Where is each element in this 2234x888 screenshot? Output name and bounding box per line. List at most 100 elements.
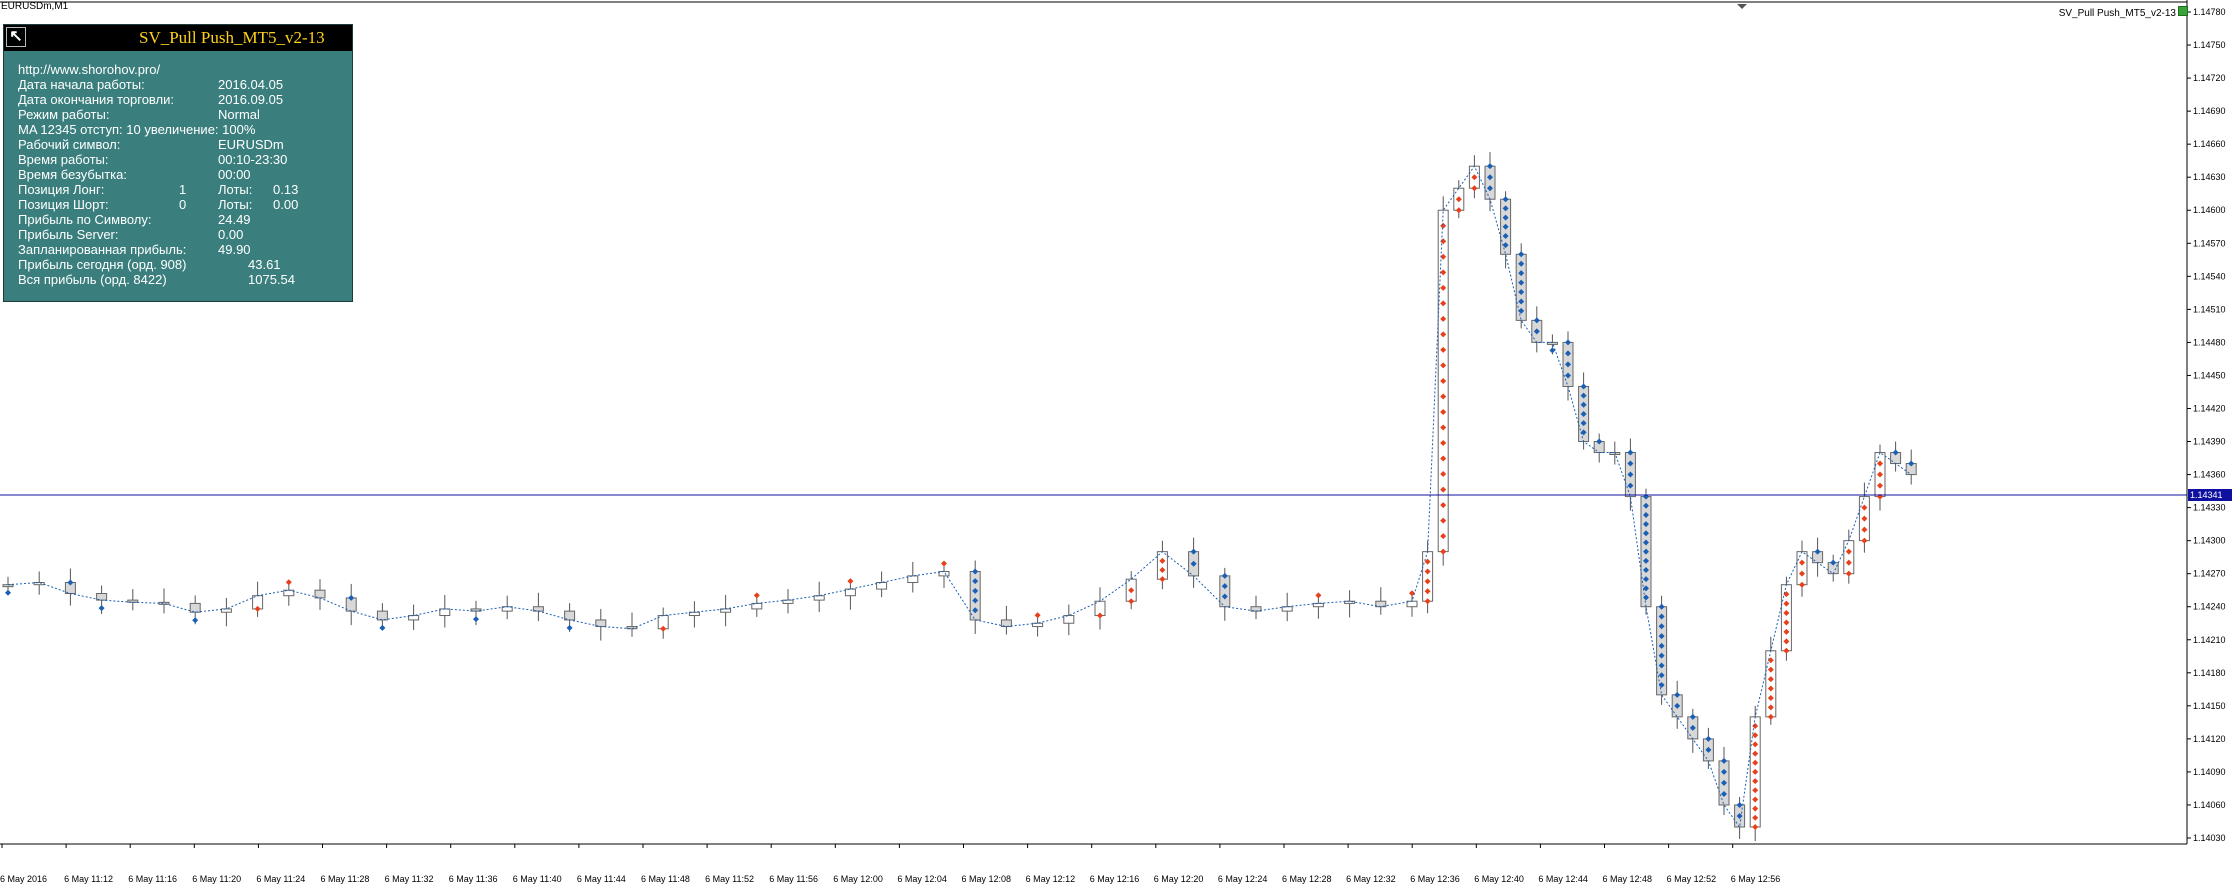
symbol-profit-value: 24.49 [218, 212, 251, 227]
candle-body [376, 610, 388, 621]
current-price-value: 1.14341 [2190, 490, 2223, 500]
candle-body [1281, 606, 1293, 612]
candle-body [1796, 551, 1808, 586]
buy-signal-marker [1752, 759, 1759, 766]
sell-signal-marker [1533, 317, 1540, 324]
indicator-status-icon[interactable] [2178, 6, 2188, 16]
sell-signal-marker [972, 597, 979, 604]
symbol-label: Рабочий символ: [18, 137, 121, 152]
short-lots-value: 0.00 [273, 197, 299, 212]
sell-signal-marker [1580, 420, 1587, 427]
buy-signal-marker [1455, 196, 1462, 203]
buy-signal-marker [1440, 502, 1447, 509]
sell-signal-marker [972, 587, 979, 594]
sell-signal-marker [1705, 746, 1712, 753]
buy-signal-marker [1767, 666, 1774, 673]
info-panel: ↖ SV_Pull Push_MT5_v2-13 http://www.shor… [3, 24, 353, 302]
buy-signal-marker [1159, 567, 1166, 574]
sell-signal-marker [1689, 724, 1696, 731]
long-position-count: 1 [179, 182, 187, 197]
sell-signal-marker [1580, 401, 1587, 408]
sell-signal-marker [1643, 502, 1649, 509]
collapse-arrow-icon[interactable]: ↖ [6, 27, 26, 47]
panel-title: SV_Pull Push_MT5_v2-13 [139, 28, 325, 47]
sell-signal-marker [566, 624, 573, 631]
candle-body [1032, 622, 1044, 628]
buy-signal-marker [1440, 222, 1447, 229]
buy-signal-marker [254, 605, 261, 612]
sell-signal-marker [1643, 585, 1649, 592]
buy-signal-marker [1861, 515, 1868, 522]
buy-signal-marker [1440, 455, 1447, 462]
sell-signal-marker [1580, 410, 1587, 417]
mode-label: Режим работы: [18, 107, 110, 122]
time-tick-label: 6 May 12:08 [962, 874, 1012, 884]
end-date-value: 2016.09.05 [218, 92, 284, 107]
time-tick-label: 6 May 2016 [0, 874, 47, 884]
buy-signal-marker [1440, 284, 1447, 291]
time-tick-label: 6 May 12:40 [1474, 874, 1524, 884]
symbol-value: EURUSDm [218, 137, 284, 152]
long-lots-value: 0.13 [273, 182, 299, 197]
time-tick-label: 6 May 11:12 [64, 874, 113, 884]
sell-signal-marker [1643, 539, 1649, 546]
sell-signal-marker [1908, 460, 1915, 467]
buy-signal-marker [1440, 440, 1447, 447]
price-tick-label: 1.14780 [2193, 7, 2226, 17]
time-tick-label: 6 May 12:48 [1603, 874, 1653, 884]
sell-signal-marker [1705, 735, 1712, 742]
candle-body [782, 599, 794, 604]
sell-signal-marker [1565, 372, 1571, 379]
candle-body [813, 595, 825, 601]
website-url[interactable]: http://www.shorohov.pro/ [18, 62, 161, 77]
buy-signal-marker [1767, 704, 1774, 711]
candle-body [626, 626, 638, 630]
sell-signal-marker [972, 578, 979, 585]
price-axis: 1.14780 1.14750 1.14720 1.14690 1.14660 1.146… [2187, 7, 2226, 843]
buy-signal-marker [1752, 814, 1759, 821]
candle-body [127, 599, 139, 603]
buy-signal-marker [1767, 713, 1774, 720]
candle-body [1484, 165, 1496, 200]
sell-signal-marker [1565, 361, 1571, 368]
sell-signal-marker [1658, 603, 1665, 610]
buy-signal-marker [1845, 559, 1852, 566]
time-tick-label: 6 May 12:04 [897, 874, 947, 884]
sell-signal-marker [1721, 779, 1727, 786]
buy-signal-marker [1440, 486, 1447, 493]
ma-line [7, 165, 1912, 829]
candle-body [1843, 540, 1855, 575]
time-tick-label: 6 May 11:32 [385, 874, 434, 884]
total-profit-label: Вся прибыль (орд. 8422) [18, 272, 167, 287]
buy-signal-marker [1424, 598, 1431, 605]
scroll-marker-icon[interactable] [1737, 4, 1747, 9]
sell-signal-marker [1721, 768, 1727, 775]
sell-signal-marker [1580, 392, 1587, 399]
sell-signal-marker [1643, 567, 1649, 574]
buy-signal-marker [1440, 253, 1447, 260]
sell-signal-marker [1830, 559, 1837, 566]
price-tick-label: 1.14510 [2193, 304, 2226, 314]
buy-signal-marker [1424, 588, 1431, 595]
sell-signal-marker [1502, 205, 1509, 212]
buy-signal-marker [1861, 526, 1868, 533]
buy-signal-marker [1440, 408, 1447, 415]
price-tick-label: 1.14270 [2193, 569, 2226, 579]
time-tick-label: 6 May 12:36 [1410, 874, 1460, 884]
time-tick-label: 6 May 12:32 [1346, 874, 1396, 884]
time-tick-label: 6 May 12:24 [1218, 874, 1268, 884]
sell-signal-marker [1658, 662, 1665, 669]
buy-signal-marker [1861, 504, 1868, 511]
buy-signal-marker [1845, 548, 1852, 555]
price-tick-label: 1.14150 [2193, 701, 2226, 711]
sell-signal-marker [1627, 460, 1634, 467]
time-tick-label: 6 May 11:24 [256, 874, 305, 884]
buy-signal-marker [1409, 590, 1415, 597]
sell-signal-marker [98, 605, 105, 612]
buy-signal-marker [1440, 331, 1447, 338]
time-tick-label: 6 May 12:12 [1026, 874, 1076, 884]
price-tick-label: 1.14030 [2193, 833, 2226, 843]
sell-signal-marker [1487, 174, 1493, 181]
time-tick-label: 6 May 11:48 [641, 874, 690, 884]
